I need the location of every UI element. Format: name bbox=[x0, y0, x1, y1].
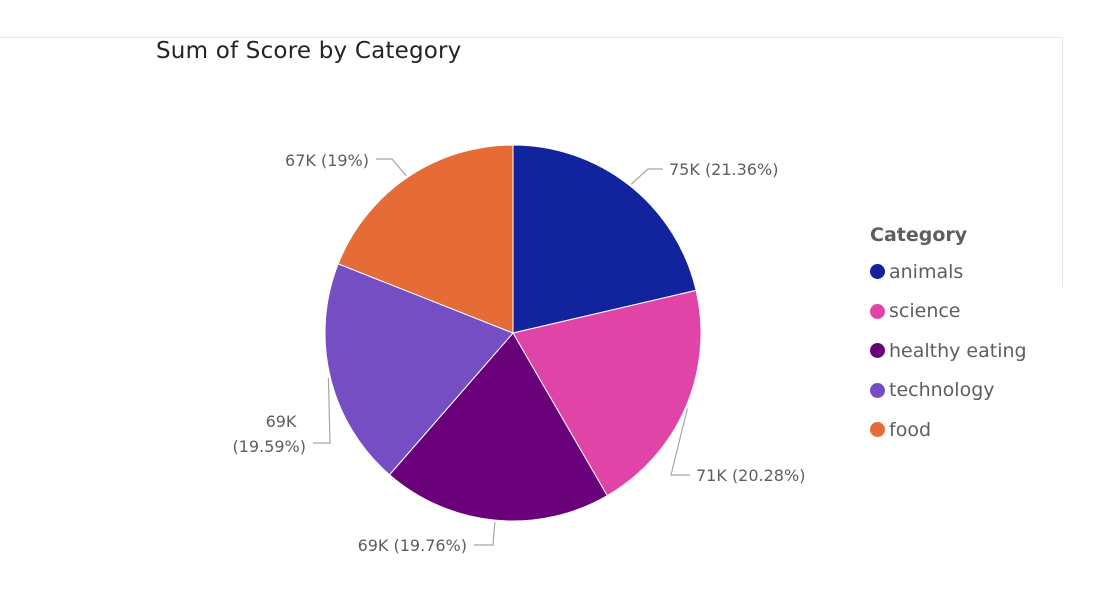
legend-label: food bbox=[889, 418, 931, 441]
legend-marker bbox=[870, 343, 885, 359]
leader-line-animals bbox=[630, 168, 663, 185]
legend-label: technology bbox=[889, 379, 995, 402]
legend-item-science[interactable]: science bbox=[870, 292, 1027, 332]
data-label-science: 71K (20.28%) bbox=[696, 466, 805, 485]
legend-item-healthy-eating[interactable]: healthy eating bbox=[870, 331, 1027, 371]
legend-label: healthy eating bbox=[889, 339, 1027, 362]
leader-line-technology bbox=[313, 377, 331, 444]
visual-border-top bbox=[0, 37, 1063, 38]
leader-line-healthy-eating bbox=[474, 522, 496, 546]
legend-marker bbox=[870, 264, 885, 280]
data-label-animals: 75K (21.36%) bbox=[669, 160, 778, 179]
legend-marker bbox=[870, 303, 885, 319]
legend-item-food[interactable]: food bbox=[870, 410, 1027, 450]
pie-slice-food[interactable] bbox=[337, 144, 514, 334]
legend-item-animals[interactable]: animals bbox=[870, 252, 1027, 292]
pie-slice-science[interactable] bbox=[512, 289, 702, 497]
legend-marker bbox=[870, 382, 885, 398]
legend-title: Category bbox=[870, 224, 968, 246]
legend: Category animals science healthy eating tec… bbox=[870, 224, 1027, 450]
leader-line-food bbox=[376, 158, 407, 177]
data-label-technology: 69K (19.59%) bbox=[233, 412, 307, 456]
pie-slice-animals[interactable] bbox=[512, 144, 697, 334]
legend-item-technology[interactable]: technology bbox=[870, 371, 1027, 411]
legend-items: animals science healthy eating technology fo… bbox=[870, 252, 1027, 450]
pie-slice-healthy-eating[interactable] bbox=[388, 332, 608, 522]
data-label-healthy-eating: 69K (19.76%) bbox=[358, 536, 467, 555]
legend-marker bbox=[870, 422, 885, 438]
legend-label: animals bbox=[889, 260, 964, 283]
legend-label: science bbox=[889, 300, 961, 323]
pie-slice-technology[interactable] bbox=[324, 263, 514, 476]
visual-border-right bbox=[1062, 37, 1063, 287]
leader-line-science bbox=[670, 408, 690, 476]
data-label-food: 67K (19%) bbox=[285, 151, 369, 170]
chart-title: Sum of Score by Category bbox=[156, 38, 462, 64]
